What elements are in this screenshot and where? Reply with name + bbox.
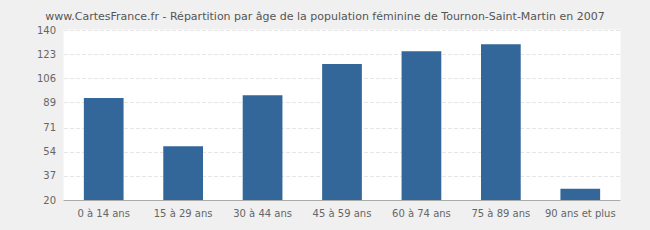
- svg-text:75 à 89 ans: 75 à 89 ans: [471, 208, 530, 219]
- svg-text:37: 37: [43, 170, 56, 181]
- svg-text:20: 20: [43, 195, 56, 206]
- svg-text:30 à 44 ans: 30 à 44 ans: [233, 208, 292, 219]
- svg-text:71: 71: [43, 122, 56, 133]
- svg-text:106: 106: [37, 73, 56, 84]
- svg-text:www.CartesFrance.fr - Répartit: www.CartesFrance.fr - Répartition par âg…: [45, 10, 604, 23]
- svg-text:90 ans et plus: 90 ans et plus: [545, 208, 616, 219]
- svg-text:60 à 74 ans: 60 à 74 ans: [392, 208, 451, 219]
- svg-text:140: 140: [37, 25, 56, 36]
- svg-text:54: 54: [43, 146, 56, 157]
- svg-text:89: 89: [43, 97, 56, 108]
- svg-text:45 à 59 ans: 45 à 59 ans: [313, 208, 372, 219]
- svg-text:15 à 29 ans: 15 à 29 ans: [154, 208, 213, 219]
- svg-text:123: 123: [37, 49, 56, 60]
- svg-text:0 à 14 ans: 0 à 14 ans: [77, 208, 129, 219]
